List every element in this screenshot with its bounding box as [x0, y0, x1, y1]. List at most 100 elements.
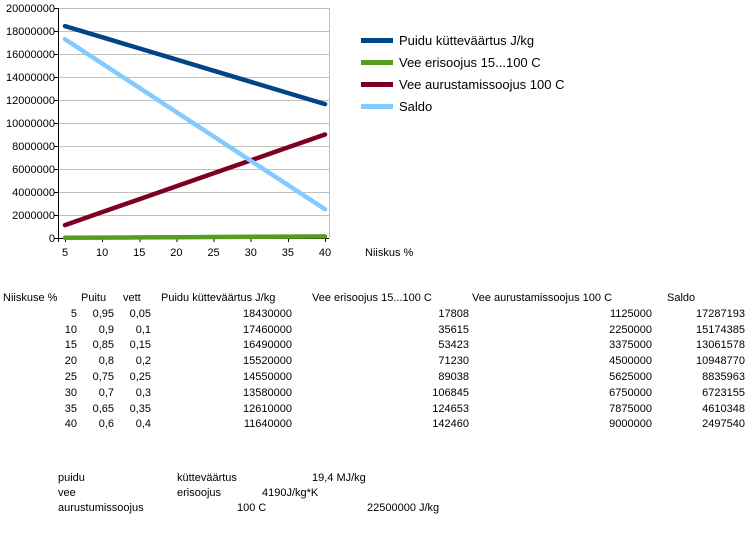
table-cell[interactable]: 13580000	[243, 386, 292, 399]
table-cell[interactable]: 0,1	[135, 323, 151, 336]
table-cell[interactable]: 20	[64, 355, 77, 368]
column-header-cell[interactable]: Saldo	[667, 292, 696, 304]
legend-item-vee-aurustamissoojus: Vee aurustamissoojus 100 C	[361, 73, 564, 95]
table-row: 20 0,8 0,2 15520000 71230 4500000 10948770	[0, 354, 746, 370]
table-cell[interactable]: 89038	[438, 370, 469, 383]
table-cell[interactable]: 0,15	[129, 339, 151, 352]
table-cell[interactable]: 0,85	[92, 339, 114, 352]
table-cell[interactable]: 9000000	[609, 418, 652, 431]
table-header-row: Niiskuse % Puitu vett Puidu kütteväärtus J/…	[0, 291, 746, 307]
series-line-1	[62, 234, 328, 241]
table-cell[interactable]: 17808	[438, 307, 469, 320]
table-row: 5 0,95 0,05 18430000 17808 1125000 17287193	[0, 307, 746, 323]
table-cell[interactable]: 0,6	[98, 418, 114, 431]
note-label[interactable]: puidu	[58, 472, 85, 484]
table-cell[interactable]: 17460000	[243, 323, 292, 336]
table-cell[interactable]: 6750000	[609, 386, 652, 399]
note-label[interactable]: vee	[58, 487, 76, 499]
table-cell[interactable]: 2250000	[609, 323, 652, 336]
table-cell[interactable]: 2497540	[702, 418, 745, 431]
svg-text:25: 25	[207, 247, 219, 259]
x-tick-labels: 5 10 15 20 25 30 35 40	[62, 247, 331, 259]
embedded-chart[interactable]: 0 2000000 4000000 6000000 8000000 10000000 120…	[0, 0, 564, 270]
axes	[54, 8, 329, 242]
table-cell[interactable]: 0,2	[135, 355, 151, 368]
table-header-row: Niiskuse % Puitu vett Puidu kütteväärtus J/…	[0, 291, 746, 307]
column-header-cell[interactable]: Puidu kütteväärtus J/kg	[161, 292, 276, 304]
table-cell[interactable]: 0,8	[98, 355, 114, 368]
table-cell[interactable]: 6723155	[702, 386, 745, 399]
legend-line-swatch-icon	[361, 59, 393, 65]
table-cell[interactable]: 35	[64, 402, 77, 415]
legend-label: Vee aurustamissoojus 100 C	[399, 76, 565, 92]
table-cell[interactable]: 35615	[438, 323, 469, 336]
note-property[interactable]: erisoojus	[177, 487, 222, 499]
table-cell[interactable]: 1125000	[609, 307, 652, 320]
table-cell[interactable]: 5625000	[609, 370, 652, 383]
table-cell[interactable]: 40	[64, 418, 77, 431]
data-table[interactable]: Niiskuse % Puitu vett Puidu kütteväärtus J/…	[0, 291, 746, 433]
table-cell[interactable]: 15	[64, 339, 77, 352]
svg-text:6000000: 6000000	[12, 164, 55, 176]
table-cell[interactable]: 124653	[432, 402, 469, 415]
legend-item-vee-erisoojus: Vee erisoojus 15...100 C	[361, 51, 564, 73]
svg-text:18000000: 18000000	[6, 26, 55, 38]
series-line-3	[62, 36, 328, 212]
legend-line-swatch-icon	[361, 81, 393, 87]
legend-line-swatch-icon	[361, 103, 393, 109]
table-cell[interactable]: 18430000	[243, 307, 292, 320]
svg-text:30: 30	[245, 247, 257, 259]
table-cell[interactable]: 0,75	[92, 370, 114, 383]
table-cell[interactable]: 25	[64, 370, 77, 383]
note-value[interactable]: 22500000 J/kg	[367, 502, 440, 514]
table-cell[interactable]: 15520000	[243, 355, 292, 368]
table-cell[interactable]: 16490000	[243, 339, 292, 352]
x-axis-title: Niiskus %	[365, 247, 414, 259]
column-header-cell[interactable]: Puitu	[81, 292, 107, 304]
table-cell[interactable]: 7875000	[609, 402, 652, 415]
table-cell[interactable]: 0,65	[92, 402, 114, 415]
table-cell[interactable]: 0,25	[129, 370, 151, 383]
table-cell[interactable]: 8835963	[702, 370, 745, 383]
table-cell[interactable]: 71230	[438, 355, 469, 368]
table-cell[interactable]: 3375000	[609, 339, 652, 352]
table-cell[interactable]: 0,7	[98, 386, 114, 399]
table-cell[interactable]: 0,95	[92, 307, 114, 320]
table-cell[interactable]: 106845	[432, 386, 469, 399]
table-cell[interactable]: 0,3	[135, 386, 151, 399]
series-line-2	[62, 132, 328, 228]
table-cell[interactable]: 14550000	[243, 370, 292, 383]
note-value[interactable]: 19,4 MJ/kg	[312, 472, 366, 484]
table-cell[interactable]: 10	[64, 323, 77, 336]
table-cell[interactable]: 0,05	[129, 307, 151, 320]
y-tick-labels: 0 2000000 4000000 6000000 8000000 10000000 120…	[6, 3, 55, 245]
column-header-cell[interactable]: Vee erisoojus 15...100 C	[312, 292, 432, 304]
column-header-cell[interactable]: Vee aurustamissoojus 100 C	[472, 292, 613, 304]
note-property[interactable]: kütteväärtus	[177, 472, 237, 484]
table-cell[interactable]: 5	[70, 307, 77, 320]
column-header-cell[interactable]: vett	[123, 292, 141, 304]
legend-item-puidu-kuttevaartus: Puidu kütteväärtus J/kg	[361, 29, 564, 51]
table-cell[interactable]: 11640000	[243, 418, 292, 431]
table-cell[interactable]: 17287193	[696, 307, 745, 320]
table-cell[interactable]: 15174385	[696, 323, 745, 336]
table-row: 40 0,6 0,4 11640000 142460 9000000 2497540	[0, 417, 746, 433]
table-cell[interactable]: 53423	[438, 339, 469, 352]
column-header-cell[interactable]: Niiskuse %	[3, 292, 58, 304]
table-body: 5 0,95 0,05 18430000 17808 1125000 17287193 10 0…	[0, 307, 746, 433]
table-cell[interactable]: 0,9	[98, 323, 114, 336]
note-property[interactable]: 100 C	[237, 502, 267, 514]
table-cell[interactable]: 4610348	[702, 402, 745, 415]
table-cell[interactable]: 30	[64, 386, 77, 399]
table-cell[interactable]: 10948770	[696, 355, 745, 368]
legend-line-swatch-icon	[361, 37, 393, 43]
svg-text:15: 15	[133, 247, 145, 259]
table-cell[interactable]: 142460	[432, 418, 469, 431]
note-value[interactable]: 4190J/kg*K	[262, 487, 319, 499]
note-label[interactable]: aurustumissoojus	[58, 502, 144, 514]
table-cell[interactable]: 0,35	[129, 402, 151, 415]
table-cell[interactable]: 0,4	[135, 418, 151, 431]
table-cell[interactable]: 4500000	[609, 355, 652, 368]
table-cell[interactable]: 13061578	[696, 339, 745, 352]
table-cell[interactable]: 12610000	[243, 402, 292, 415]
